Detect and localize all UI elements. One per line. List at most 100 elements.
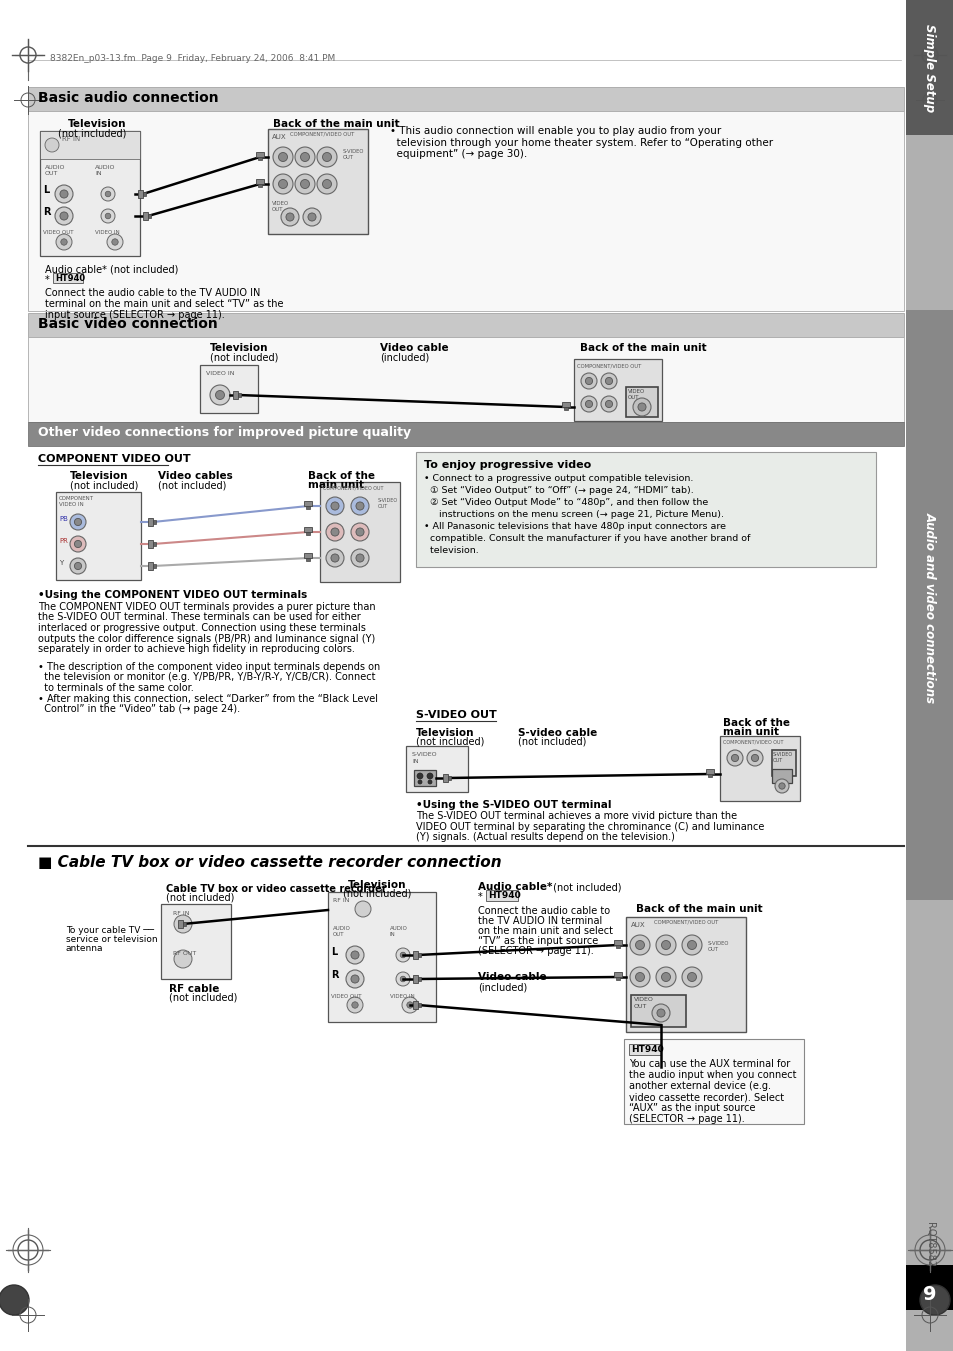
Circle shape <box>55 185 73 203</box>
Text: COMPONENT/VIDEO OUT: COMPONENT/VIDEO OUT <box>577 363 640 367</box>
Circle shape <box>751 754 758 762</box>
Text: ■ Cable TV box or video cassette recorder connection: ■ Cable TV box or video cassette recorde… <box>38 855 501 870</box>
Circle shape <box>351 975 358 984</box>
Bar <box>485 890 517 901</box>
Circle shape <box>322 180 331 189</box>
Circle shape <box>919 1285 949 1315</box>
Text: S-VIDEO OUT: S-VIDEO OUT <box>416 711 497 720</box>
Bar <box>771 769 791 784</box>
Text: IN: IN <box>390 932 395 938</box>
Bar <box>255 153 264 157</box>
Circle shape <box>355 503 364 511</box>
Text: You can use the AUX terminal for: You can use the AUX terminal for <box>628 1059 789 1069</box>
Text: Audio cable* (not included): Audio cable* (not included) <box>45 263 178 274</box>
Text: AUX: AUX <box>272 134 286 141</box>
Circle shape <box>399 952 405 958</box>
Text: Back of the: Back of the <box>722 717 789 728</box>
Circle shape <box>112 239 118 245</box>
Circle shape <box>316 147 336 168</box>
Bar <box>614 940 621 944</box>
Circle shape <box>273 147 293 168</box>
Text: HT940: HT940 <box>630 1046 663 1054</box>
Text: the S-VIDEO OUT terminal. These terminals can be used for either: the S-VIDEO OUT terminal. These terminal… <box>38 612 360 623</box>
Text: COMPONENT/VIDEO OUT: COMPONENT/VIDEO OUT <box>654 920 718 925</box>
Text: “AUX” as the input source: “AUX” as the input source <box>628 1102 755 1113</box>
Circle shape <box>656 935 676 955</box>
Text: •Using the COMPONENT VIDEO OUT terminals: •Using the COMPONENT VIDEO OUT terminals <box>38 590 307 600</box>
Circle shape <box>215 390 224 400</box>
Circle shape <box>300 153 309 162</box>
Bar <box>416 453 875 567</box>
Text: PR: PR <box>59 538 68 544</box>
Circle shape <box>638 403 645 411</box>
Text: PB: PB <box>59 516 68 521</box>
Circle shape <box>746 750 762 766</box>
Text: Basic video connection: Basic video connection <box>38 317 217 331</box>
Circle shape <box>316 174 336 195</box>
Circle shape <box>300 180 309 189</box>
Circle shape <box>687 940 696 950</box>
Bar <box>413 951 417 959</box>
Text: (not included): (not included) <box>70 480 138 490</box>
Text: *: * <box>45 276 50 285</box>
Text: 8382En_p03-13.fm  Page 9  Friday, February 24, 2006  8:41 PM: 8382En_p03-13.fm Page 9 Friday, February… <box>50 54 335 63</box>
Circle shape <box>101 186 115 201</box>
Circle shape <box>331 528 338 536</box>
Text: (not included): (not included) <box>58 128 126 138</box>
Text: interlaced or progressive output. Connection using these terminals: interlaced or progressive output. Connec… <box>38 623 366 634</box>
Circle shape <box>731 754 738 762</box>
Text: VIDEO IN: VIDEO IN <box>390 994 415 998</box>
Bar <box>304 527 312 532</box>
Text: To your cable TV ──: To your cable TV ── <box>66 925 153 935</box>
Bar <box>28 111 903 311</box>
Bar <box>905 1265 953 1310</box>
Circle shape <box>278 180 287 189</box>
Bar <box>306 532 310 535</box>
Circle shape <box>351 497 369 515</box>
Circle shape <box>629 967 649 988</box>
Circle shape <box>681 935 701 955</box>
Text: Control” in the “Video” tab (→ page 24).: Control” in the “Video” tab (→ page 24). <box>38 704 240 713</box>
Bar <box>257 184 262 186</box>
Bar <box>304 501 312 507</box>
Circle shape <box>70 558 86 574</box>
Text: Connect the audio cable to the TV AUDIO IN: Connect the audio cable to the TV AUDIO … <box>45 288 260 299</box>
Text: (not included): (not included) <box>210 353 278 362</box>
Text: ① Set “Video Output” to “Off” (→ page 24, “HDMI” tab).: ① Set “Video Output” to “Off” (→ page 24… <box>423 486 693 494</box>
Bar <box>53 273 83 282</box>
Bar <box>255 178 264 184</box>
Text: main unit: main unit <box>308 480 364 490</box>
Circle shape <box>427 773 433 780</box>
Circle shape <box>774 780 788 793</box>
Circle shape <box>273 174 293 195</box>
Bar <box>152 542 156 546</box>
Bar <box>148 562 152 570</box>
Circle shape <box>600 373 617 389</box>
Text: COMPONENT: COMPONENT <box>59 496 94 501</box>
Circle shape <box>629 935 649 955</box>
Circle shape <box>600 396 617 412</box>
Circle shape <box>635 973 644 981</box>
Circle shape <box>326 497 344 515</box>
Bar <box>417 952 420 957</box>
Bar <box>707 774 711 777</box>
Circle shape <box>278 153 287 162</box>
Text: (not included): (not included) <box>166 893 234 902</box>
Bar <box>233 390 237 399</box>
Text: To enjoy progressive video: To enjoy progressive video <box>423 459 591 470</box>
Text: service or television: service or television <box>66 935 157 944</box>
Text: OUT: OUT <box>272 207 283 212</box>
Circle shape <box>660 973 670 981</box>
Bar <box>625 386 658 417</box>
Circle shape <box>346 946 364 965</box>
Text: OUT: OUT <box>634 1004 647 1009</box>
Circle shape <box>657 1009 664 1017</box>
Text: “TV” as the input source: “TV” as the input source <box>477 936 598 946</box>
Bar <box>616 977 619 979</box>
Circle shape <box>580 373 597 389</box>
Circle shape <box>605 377 612 385</box>
Circle shape <box>286 213 294 222</box>
Bar <box>413 975 417 984</box>
Bar <box>28 86 903 111</box>
Text: AUDIO: AUDIO <box>333 925 351 931</box>
